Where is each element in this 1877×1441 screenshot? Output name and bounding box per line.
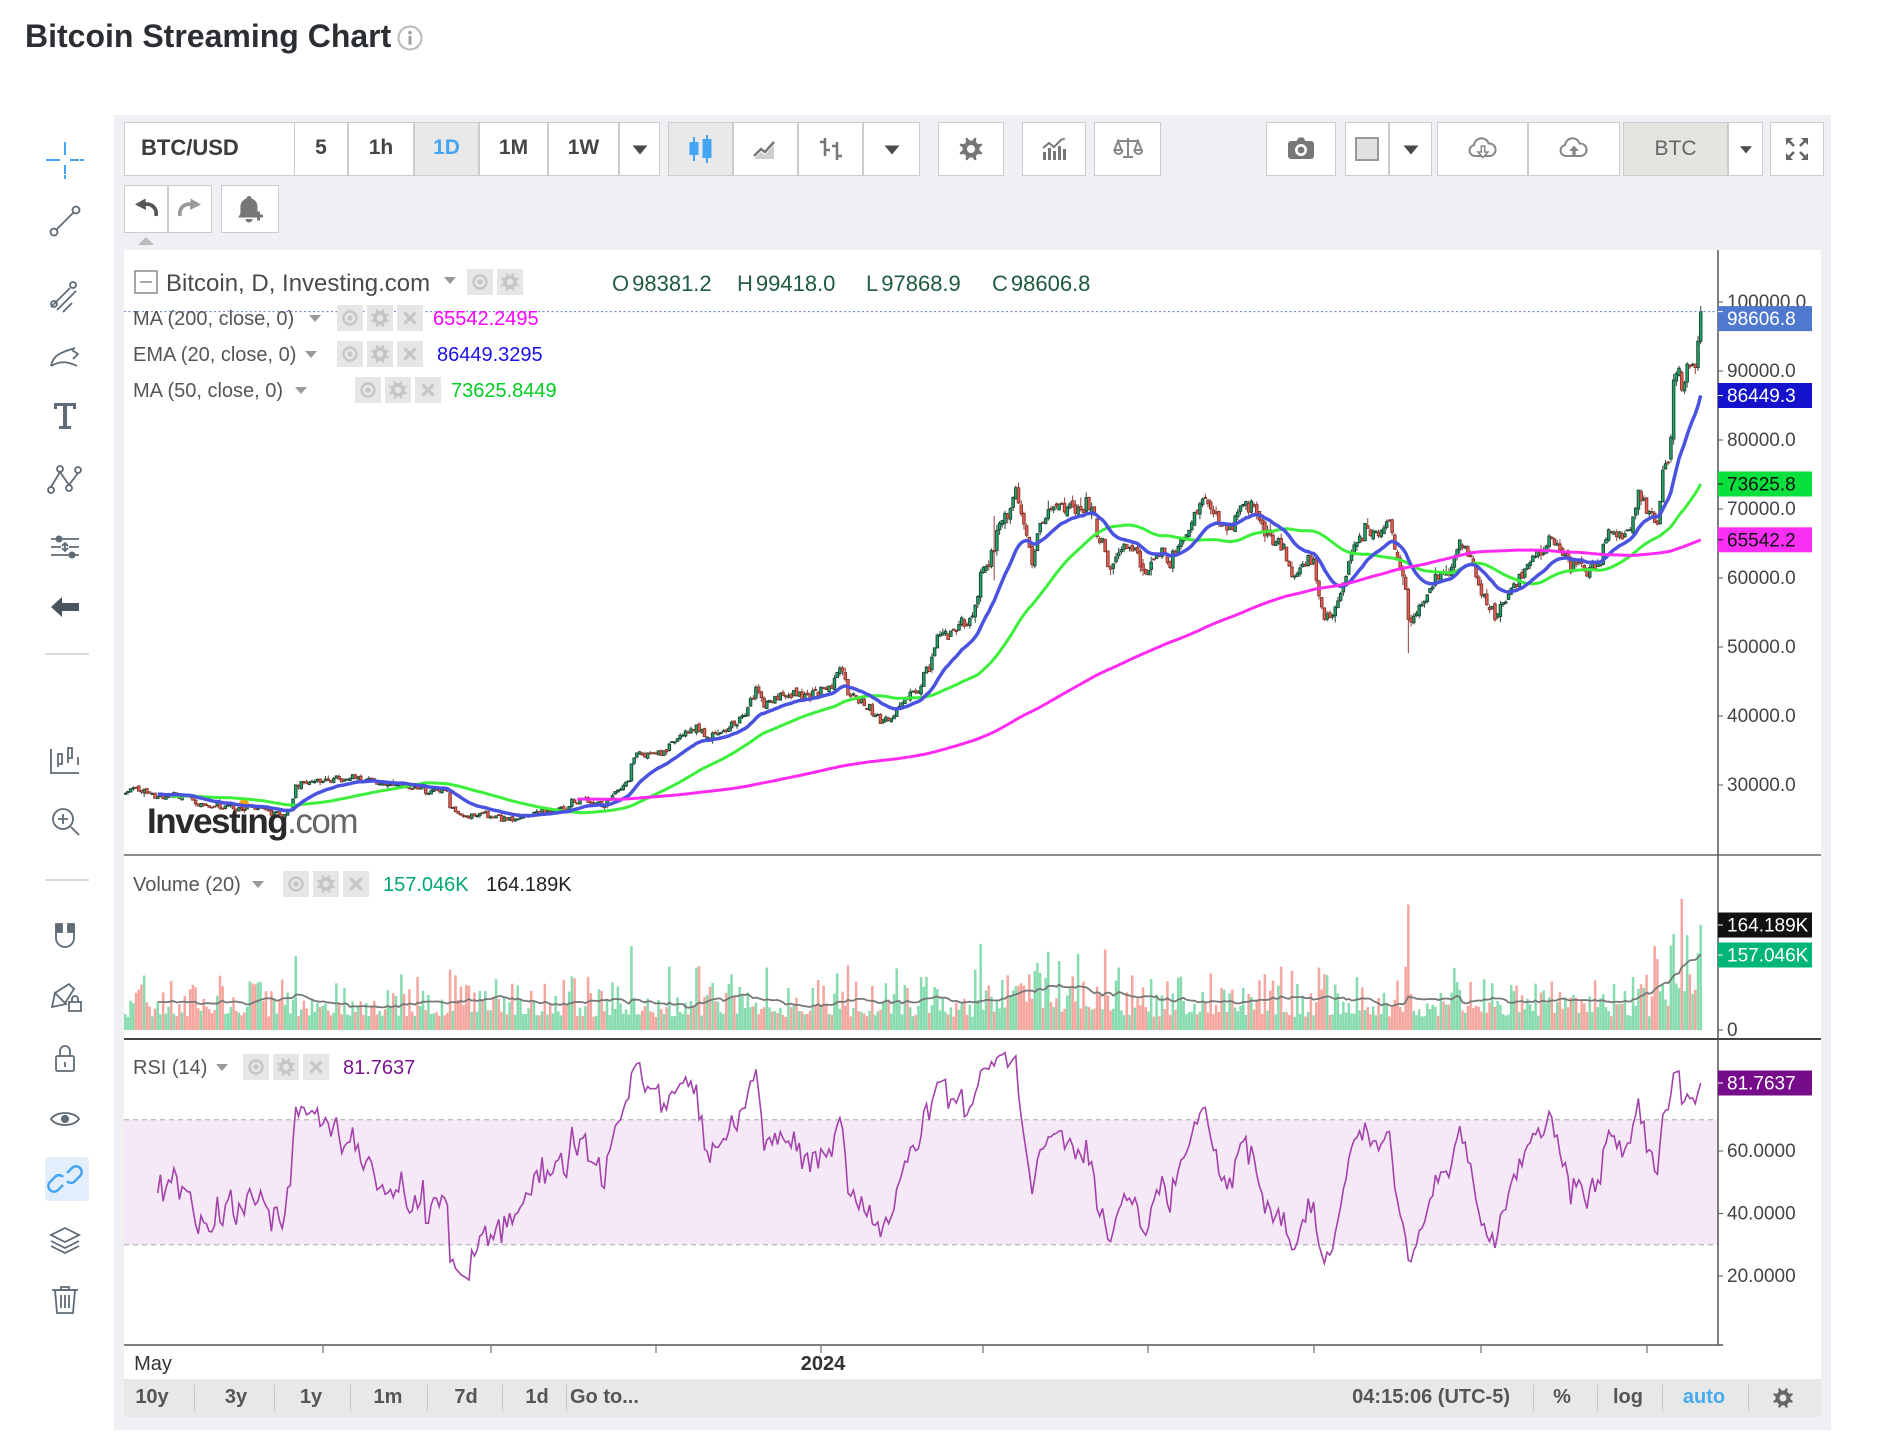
svg-text:MA (50, close, 0): MA (50, close, 0): [133, 380, 283, 402]
svg-text:20.0000: 20.0000: [1727, 1266, 1796, 1287]
svg-text:60000.0: 60000.0: [1727, 568, 1796, 589]
svg-text:0: 0: [1727, 1020, 1738, 1041]
svg-text:65542.2: 65542.2: [1727, 530, 1796, 551]
svg-text:40.0000: 40.0000: [1727, 1204, 1796, 1225]
svg-text:90000.0: 90000.0: [1727, 361, 1796, 382]
svg-text:MA (200, close, 0): MA (200, close, 0): [133, 308, 294, 330]
svg-text:81.7637: 81.7637: [1727, 1073, 1796, 1094]
svg-text:81.7637: 81.7637: [343, 1057, 415, 1079]
svg-text:65542.2495: 65542.2495: [433, 308, 539, 330]
svg-text:73625.8: 73625.8: [1727, 474, 1796, 495]
svg-text:164.189K: 164.189K: [1727, 916, 1809, 937]
svg-text:98606.8: 98606.8: [1727, 309, 1796, 330]
svg-text:157.046K: 157.046K: [383, 874, 469, 896]
svg-text:80000.0: 80000.0: [1727, 430, 1796, 451]
svg-text:157.046K: 157.046K: [1727, 946, 1809, 967]
svg-text:164.189K: 164.189K: [486, 874, 572, 896]
svg-text:60.0000: 60.0000: [1727, 1141, 1796, 1162]
svg-text:70000.0: 70000.0: [1727, 499, 1796, 520]
svg-text:40000.0: 40000.0: [1727, 706, 1796, 727]
svg-text:30000.0: 30000.0: [1727, 775, 1796, 796]
svg-text:Volume (20): Volume (20): [133, 874, 241, 896]
svg-text:RSI (14): RSI (14): [133, 1057, 207, 1079]
svg-text:EMA (20, close, 0): EMA (20, close, 0): [133, 344, 296, 366]
svg-text:86449.3295: 86449.3295: [437, 344, 543, 366]
svg-text:May: May: [134, 1353, 172, 1375]
svg-text:2024: 2024: [801, 1353, 846, 1375]
svg-text:73625.8449: 73625.8449: [451, 380, 557, 402]
svg-text:Bitcoin, D, Investing.com: Bitcoin, D, Investing.com: [166, 270, 430, 297]
svg-text:86449.3: 86449.3: [1727, 386, 1796, 407]
svg-text:Investing.com: Investing.com: [147, 802, 357, 841]
svg-text:50000.0: 50000.0: [1727, 637, 1796, 658]
